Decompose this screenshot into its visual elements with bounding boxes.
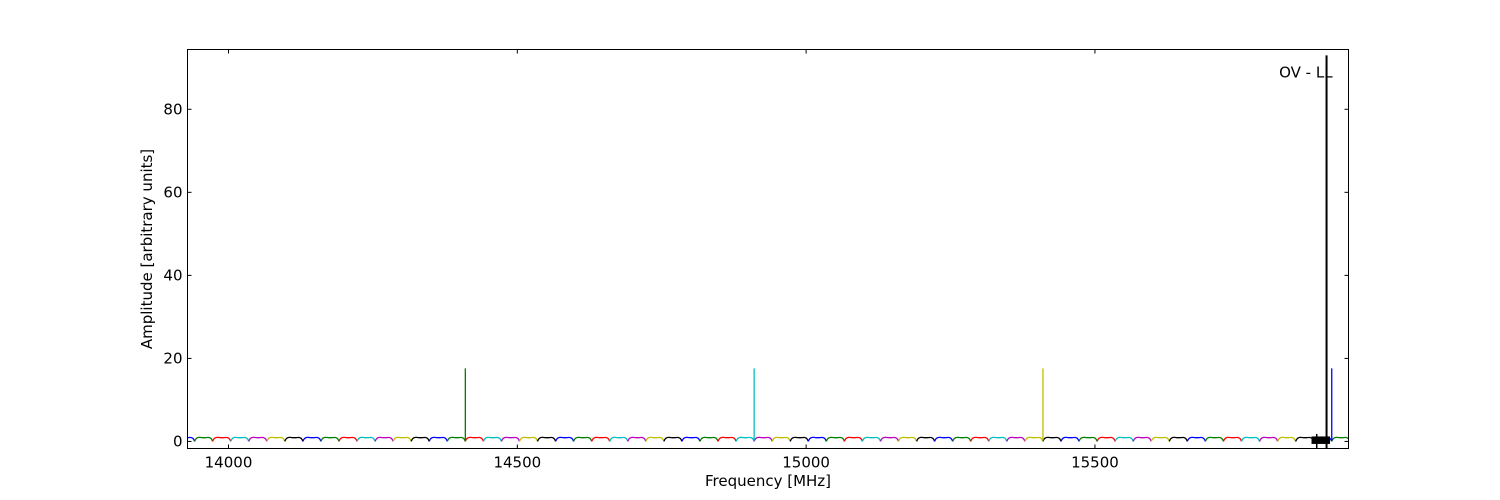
spectrum-segment [699, 436, 719, 442]
y-tick-label: 80 [163, 100, 182, 118]
spectrum-segment [825, 436, 845, 442]
spectrum-segment [934, 436, 954, 442]
spectrum-segment [897, 436, 918, 442]
spectrum-segment [428, 436, 448, 442]
spectrum-segment [843, 436, 863, 442]
spectrum-segment [392, 436, 412, 442]
spectrum-segment [284, 436, 304, 442]
spectrum-segment [1024, 436, 1044, 442]
spectrum-segment [536, 436, 557, 442]
spectrum-segment [248, 436, 268, 442]
spectrum-segment [1240, 436, 1261, 442]
x-tick-label: 14500 [493, 454, 541, 472]
spectrum-segment [212, 436, 232, 442]
spectrum-segment [771, 436, 791, 442]
x-tick-label: 15500 [1071, 454, 1119, 472]
spectrum-segment [1078, 436, 1098, 442]
y-tick-label: 20 [163, 349, 182, 367]
spectrum-segment [302, 436, 322, 442]
spectrum-segment [1132, 436, 1152, 442]
spectrum-segment [500, 436, 521, 442]
spectrum-segment [266, 436, 286, 442]
spectrum-segment [627, 436, 647, 442]
spectrum-segment [1295, 436, 1315, 442]
y-tick-label: 60 [163, 183, 182, 201]
spectrum-segment [663, 436, 683, 442]
spectrum-segment [952, 436, 972, 442]
spectrum-segment [1114, 436, 1134, 442]
spectrum-segment [374, 436, 394, 442]
spectrum-segment [1331, 436, 1349, 442]
spectrum-segment [410, 436, 430, 442]
spectrum-segment [1042, 436, 1062, 442]
spectrum-segment [753, 436, 773, 442]
y-tick-label: 40 [163, 266, 182, 284]
spectrum-segment [807, 436, 827, 442]
spectrum-segment [717, 436, 737, 442]
spectrum-segment [356, 436, 376, 442]
spectrum-segment [338, 436, 358, 442]
spectrum-segment [187, 436, 196, 442]
spectrum-segment [446, 436, 466, 442]
spectrum-segment [464, 436, 484, 442]
spectrum-segment [645, 436, 665, 442]
spectrum-segment [1096, 436, 1116, 442]
spectrum-segment [1222, 436, 1243, 442]
series-group [187, 368, 1349, 442]
spectrum-segment [1060, 436, 1080, 442]
spectrum-segment [1006, 436, 1026, 442]
spectrum-segment [609, 436, 629, 442]
spectrum-segment [1186, 436, 1206, 442]
spectrum-segment [988, 436, 1008, 442]
spectrum-segment [1204, 436, 1224, 442]
plot-frame [187, 49, 1349, 449]
x-tick-label: 15000 [782, 454, 830, 472]
spectrum-segment [1258, 436, 1279, 442]
spectrum-segment [735, 436, 755, 442]
spectrum-segment [1150, 436, 1170, 442]
spectrum-segment [879, 436, 900, 442]
spectrum-segment [573, 436, 593, 442]
spectrum-segment [1277, 436, 1297, 442]
spectrum-segment [230, 436, 250, 442]
marks-group [1311, 55, 1331, 449]
x-axis: 14000 14500 15000 15500 [205, 49, 1119, 472]
annotation-marker-bar [1311, 436, 1331, 444]
spectrum-segment [555, 436, 575, 442]
x-axis-label: Frequency [MHz] [705, 472, 831, 490]
annotation-label: OV - LL [1279, 63, 1333, 81]
spectrum-segment [789, 436, 809, 442]
x-tick-label: 14000 [205, 454, 253, 472]
spectrum-segment [970, 436, 990, 442]
spectrum-segment [482, 436, 502, 442]
y-tick-label: 0 [173, 432, 183, 450]
spectrum-segment [591, 436, 611, 442]
spectrum-segment [916, 436, 936, 442]
spectrum-segment [681, 436, 701, 442]
spectrum-segment [320, 436, 340, 442]
spectrum-segment [518, 436, 539, 442]
spectrum-segment [194, 436, 214, 442]
y-axis: 0 20 40 60 80 [163, 100, 1349, 450]
spectrum-segment [1168, 436, 1188, 442]
y-axis-label: Amplitude [arbitrary units] [138, 149, 156, 349]
spectrum-segment [861, 436, 882, 442]
